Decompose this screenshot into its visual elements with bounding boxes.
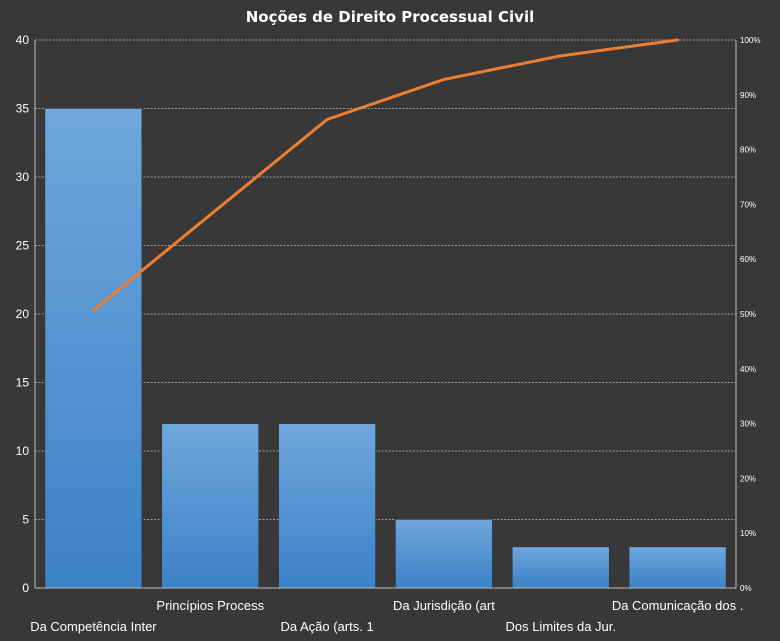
cumulative-line <box>91 38 680 312</box>
y-tick-label: 40 <box>16 33 30 47</box>
chart-title: Noções de Direito Processual Civil <box>246 8 535 26</box>
y2-tick-label: 40% <box>740 365 756 374</box>
y-tick-label: 15 <box>16 376 30 390</box>
gridlines <box>35 39 736 520</box>
y2-tick-label: 50% <box>740 310 756 319</box>
bar <box>161 423 259 589</box>
bar <box>278 423 376 589</box>
bar <box>512 546 610 589</box>
y2-tick-label: 30% <box>740 420 756 429</box>
bar <box>395 519 493 589</box>
x-tick-label: Da Ação (arts. 1 <box>280 619 373 634</box>
y2-tick-label: 60% <box>740 255 756 264</box>
bars <box>44 108 727 589</box>
y-tick-label: 35 <box>16 102 30 116</box>
x-tick-label: Princípios Process <box>156 598 264 613</box>
x-tick-label: Da Jurisdição (art <box>393 598 495 613</box>
y-tick-label: 5 <box>22 513 29 527</box>
y2-tick-label: 100% <box>740 36 760 45</box>
y-tick-label: 25 <box>16 239 30 253</box>
x-tick-label: Da Competência Inter <box>30 619 157 634</box>
y2-tick-label: 0% <box>740 584 752 593</box>
cumulative-line-path <box>91 38 680 312</box>
axes <box>34 40 737 589</box>
x-tick-label: Da Comunicação dos . <box>612 598 744 613</box>
x-tick-label: Dos Limites da Jur. <box>505 619 616 634</box>
y2-tick-label: 70% <box>740 200 756 209</box>
tick-labels: 0 5 10 15 20 25 30 35 40 0% 10% 20% 30% 40% 50% 60% 70% 8… <box>16 33 761 634</box>
y-tick-label: 10 <box>16 444 30 458</box>
y2-tick-label: 20% <box>740 474 756 483</box>
y-tick-label: 20 <box>16 307 30 321</box>
y-tick-label: 0 <box>22 581 29 595</box>
y2-tick-label: 80% <box>740 146 756 155</box>
y-tick-label: 30 <box>16 170 30 184</box>
y2-tick-label: 10% <box>740 529 756 538</box>
bar <box>44 108 143 589</box>
y2-tick-label: 90% <box>740 91 756 100</box>
bar <box>628 546 727 589</box>
